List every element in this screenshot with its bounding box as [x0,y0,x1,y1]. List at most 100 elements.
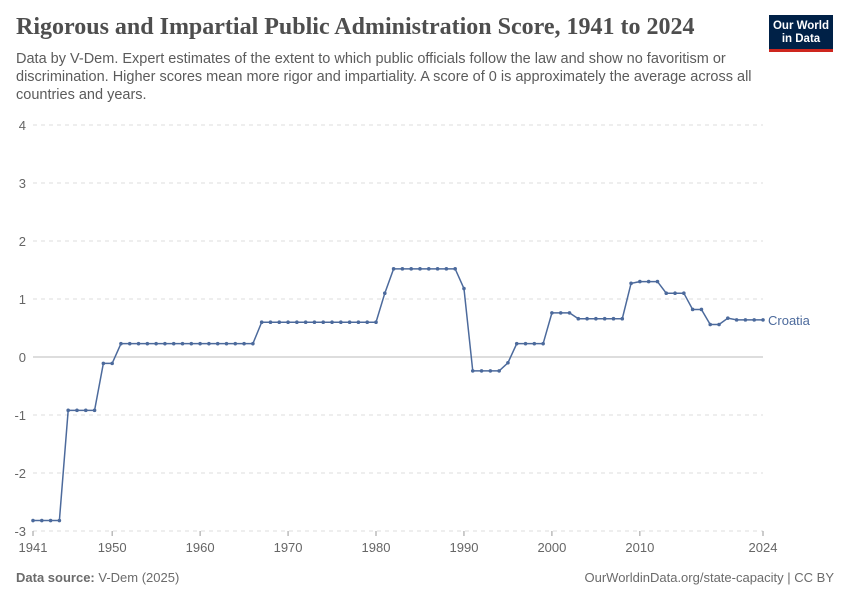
x-tick-label: 1950 [98,540,127,555]
data-point [532,341,537,346]
data-point [550,311,554,315]
x-tick-label: 2000 [537,540,566,555]
data-point [224,341,229,346]
data-point [163,341,167,346]
data-point [638,279,642,284]
data-point [479,369,484,373]
data-point [92,408,97,413]
data-point [506,361,510,365]
series-line [33,268,763,522]
y-tick-label: -1 [14,408,26,423]
data-point [400,267,405,271]
data-point [339,320,343,325]
data-point [514,341,519,346]
data-point [39,518,44,523]
data-point [558,311,563,315]
data-point [75,408,79,413]
x-tick-label: 2010 [625,540,654,555]
chart-subtitle: Data by V-Dem. Expert estimates of the e… [16,51,752,103]
data-point [171,341,176,346]
data-point [312,320,317,325]
data-point [664,291,669,296]
data-point [646,279,651,284]
data-point [347,320,352,325]
data-point [470,369,475,373]
data-point [119,341,123,346]
data-point [585,316,589,321]
data-point [365,320,370,325]
data-point [259,320,264,325]
data-point [277,320,282,325]
x-tick-label: 2024 [749,540,778,555]
data-point [426,267,431,271]
data-point [594,316,598,321]
y-tick-label: -2 [14,466,26,481]
y-tick-label: 2 [19,234,26,249]
data-point [541,341,545,346]
x-tick-label: 1990 [450,540,479,555]
data-point [207,341,211,346]
data-point [726,316,730,320]
data-point [462,286,466,291]
data-point [189,341,194,346]
data-point [453,267,457,271]
data-point [136,341,141,346]
y-tick-label: 4 [19,118,26,133]
source-link[interactable]: V-Dem (2025) [98,570,180,585]
data-point [330,320,334,325]
data-point [303,320,308,325]
data-point [418,267,422,271]
data-point [717,322,721,327]
y-tick-label: 1 [19,292,26,307]
data-point [83,408,88,413]
series-label: Croatia [768,313,811,328]
data-point [602,316,607,321]
data-point [435,267,440,271]
owid-logo[interactable]: Our World in Data [769,15,833,52]
data-point [101,361,106,366]
data-point [391,267,396,271]
x-tick-label: 1941 [19,540,48,555]
data-point [180,341,185,346]
data-point [734,318,739,322]
source-label: Data source: [16,570,95,585]
data-point [215,341,220,346]
data-point [198,341,202,346]
x-tick-label: 1980 [362,540,391,555]
data-point [356,320,361,325]
data-point [523,341,528,346]
data-point [383,291,387,296]
data-point [682,291,686,296]
data-point [242,341,246,346]
data-point [761,318,765,322]
data-point [48,518,53,523]
y-tick-label: 3 [19,176,26,191]
data-point [286,320,290,325]
data-point [673,291,677,296]
data-point [57,518,62,523]
data-point [268,320,273,325]
x-tick-label: 1960 [186,540,215,555]
data-point [655,279,660,284]
y-tick-label: 0 [19,350,26,365]
data-point [233,341,238,346]
y-tick-label: -3 [14,524,26,539]
data-point [444,267,449,271]
data-point [620,316,625,321]
data-point [409,267,413,271]
data-point [127,341,132,346]
data-point [488,369,493,373]
data-point [576,316,581,321]
data-point [145,341,150,346]
data-point [708,322,713,327]
data-point [31,518,35,523]
data-point [567,311,572,315]
data-point [251,341,255,346]
data-point [295,320,299,325]
chart-title: Rigorous and Impartial Public Administra… [16,14,695,40]
data-point [611,316,616,321]
data-point [110,361,114,366]
footer-link[interactable]: OurWorldinData.org/state-capacity | CC B… [584,570,834,585]
